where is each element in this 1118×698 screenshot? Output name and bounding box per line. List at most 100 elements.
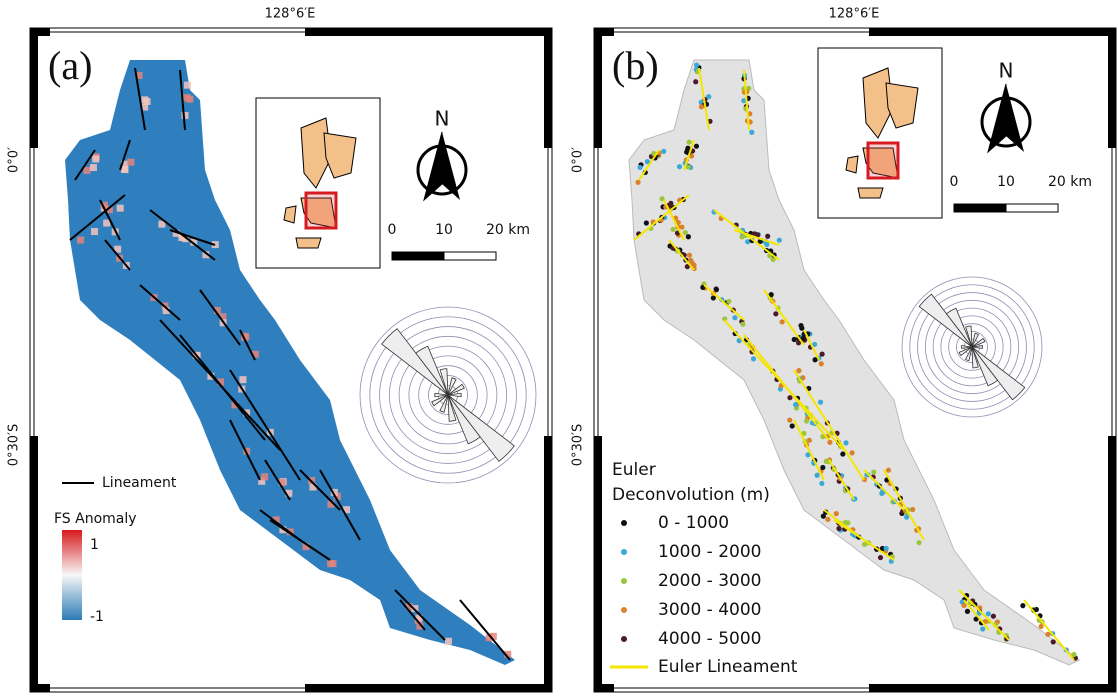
euler-point	[818, 400, 823, 405]
euler-point	[668, 201, 673, 206]
euler-point	[819, 481, 824, 486]
euler-point	[686, 234, 691, 239]
frame-bar	[305, 28, 552, 36]
legend-label: 1000 - 2000	[658, 542, 761, 562]
euler-point	[780, 319, 785, 324]
euler-point	[793, 402, 798, 407]
frame-bar	[30, 28, 38, 148]
euler-point	[726, 299, 731, 304]
panel-label: (b)	[612, 43, 659, 88]
anomaly-cell	[182, 112, 189, 119]
inset-extent	[306, 193, 336, 228]
euler-point	[819, 352, 824, 357]
inset-island	[284, 206, 296, 223]
euler-point	[694, 144, 699, 149]
legend-title: FS Anomaly	[54, 511, 137, 527]
euler-point	[886, 468, 891, 473]
legend-label: 3000 - 4000	[658, 600, 761, 620]
map-panel: 128°6′E0°0′0°30′S(b)N01020 kmEulerDeconv…	[571, 7, 1117, 693]
legend-marker	[621, 607, 627, 613]
north-label: N	[999, 59, 1014, 83]
euler-point	[1051, 639, 1056, 644]
euler-point	[799, 326, 804, 331]
frame-bar	[544, 436, 552, 692]
euler-point	[820, 465, 825, 470]
euler-point	[661, 149, 666, 154]
ramp-label: -1	[90, 609, 104, 625]
euler-point	[834, 511, 839, 516]
euler-point	[980, 626, 985, 631]
euler-point	[644, 220, 649, 225]
anomaly-cell	[90, 164, 97, 171]
anomaly-cell	[239, 376, 246, 383]
euler-point	[910, 507, 915, 512]
frame-bar	[594, 28, 602, 148]
legend-title: Deconvolution (m)	[612, 485, 770, 505]
legend-label: 4000 - 5000	[658, 629, 761, 649]
scale-label: 0	[388, 222, 397, 238]
anomaly-cell	[117, 205, 124, 212]
euler-point	[787, 395, 792, 400]
anomaly-cell	[184, 82, 191, 89]
legend-label: Lineament	[102, 475, 177, 491]
frame-bar	[869, 28, 1116, 36]
anomaly-cell	[92, 156, 99, 163]
euler-point	[849, 450, 854, 455]
euler-point	[732, 315, 737, 320]
euler-point	[694, 62, 699, 67]
legend-label: Euler Lineament	[658, 657, 798, 677]
euler-point	[916, 540, 921, 545]
scale-label: 20 km	[486, 222, 530, 238]
inset-extent	[868, 143, 898, 178]
euler-point	[687, 140, 692, 145]
scale-bar	[444, 252, 496, 260]
frame-bar	[305, 684, 552, 692]
euler-point	[965, 609, 970, 614]
north-label: N	[435, 107, 450, 131]
euler-point	[991, 614, 996, 619]
euler-point	[792, 337, 797, 342]
latitude-label: 0°30′S	[7, 424, 22, 467]
scale-label: 0	[950, 174, 959, 190]
euler-point	[884, 546, 889, 551]
frame-bar	[30, 436, 38, 692]
frame-bar	[869, 684, 1116, 692]
euler-point	[740, 322, 745, 327]
euler-point	[986, 611, 991, 616]
euler-point	[825, 517, 830, 522]
euler-point	[879, 491, 884, 496]
euler-point	[1045, 632, 1050, 637]
euler-point	[749, 130, 754, 135]
euler-point	[787, 418, 792, 423]
inset-island	[296, 238, 321, 248]
euler-point	[693, 79, 698, 84]
panel-label: (a)	[48, 43, 92, 88]
legend-marker	[621, 578, 627, 584]
frame-bar	[544, 28, 552, 148]
euler-point	[1039, 624, 1044, 629]
anomaly-cell	[186, 96, 193, 103]
legend-label: 0 - 1000	[658, 513, 729, 533]
scale-label: 10	[997, 174, 1015, 190]
anomaly-cell	[445, 638, 452, 645]
euler-point	[904, 515, 909, 520]
ramp-label: 1	[90, 537, 99, 553]
anomaly-cell	[327, 560, 334, 567]
anomaly-cell	[83, 167, 90, 174]
euler-point	[751, 356, 756, 361]
euler-point	[745, 239, 750, 244]
longitude-label: 128°6′E	[265, 7, 316, 22]
scale-bar	[1006, 204, 1058, 212]
euler-point	[777, 238, 782, 243]
euler-point	[773, 311, 778, 316]
euler-point	[706, 94, 711, 99]
euler-point	[827, 440, 832, 445]
anomaly-cell	[127, 159, 134, 166]
euler-point	[790, 423, 795, 428]
inset-island	[858, 188, 883, 198]
legend-marker	[621, 549, 627, 555]
inset-island	[846, 156, 858, 173]
euler-point	[836, 526, 841, 531]
frame-bar	[1108, 28, 1116, 148]
scale-label: 10	[435, 222, 453, 238]
